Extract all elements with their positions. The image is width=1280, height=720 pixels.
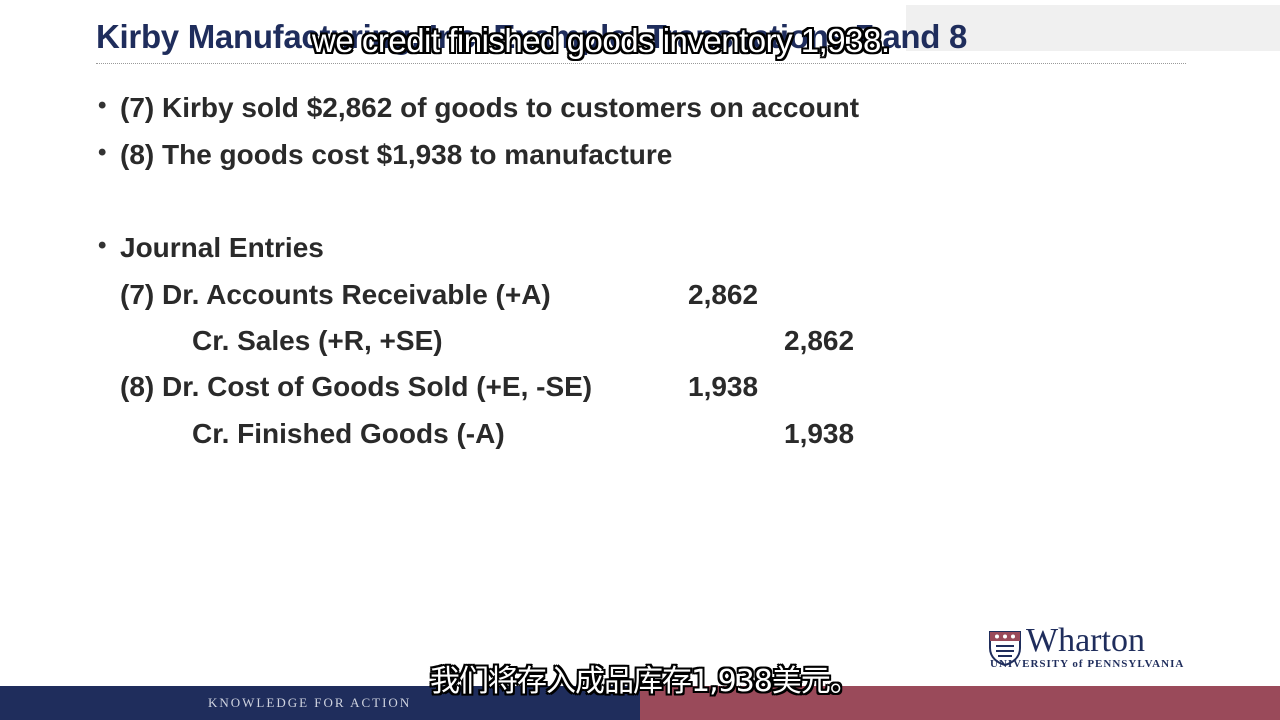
footer-bar-left	[0, 686, 640, 720]
entry-8-debit-account: (8) Dr. Cost of Goods Sold (+E, -SE)	[120, 371, 593, 402]
bullet-transaction-8: • (8) The goods cost $1,938 to manufactu…	[98, 139, 673, 171]
entry-7-debit-amount: 2,862	[688, 279, 759, 310]
bullet-text: (7) Kirby sold $2,862 of goods to custom…	[120, 92, 860, 123]
bullet-dot-icon: •	[98, 139, 107, 166]
footer-tagline: KNOWLEDGE FOR ACTION	[208, 695, 412, 710]
entry-7-debit-account: (7) Dr. Accounts Receivable (+A)	[120, 279, 551, 310]
footer-bar-right	[640, 686, 1280, 720]
entry-8-credit-amount: 1,938	[784, 418, 855, 449]
slide-title: Kirby Manufacturing, Inc. Example: Trans…	[96, 18, 968, 55]
penn-shield-icon	[989, 631, 1021, 666]
title-divider	[96, 63, 1186, 64]
journal-entries-heading: • Journal Entries	[98, 232, 324, 264]
subtitle-chinese: 我们将存入成品库存1,938美元。	[430, 664, 860, 699]
university-wordmark: UNIVERSITY of PENNSYLVANIA	[990, 658, 1185, 670]
top-right-panel	[906, 5, 1280, 51]
bullet-text: (8) The goods cost $1,938 to manufacture	[120, 139, 673, 170]
entry-7-credit-amount: 2,862	[784, 325, 855, 356]
bullet-transaction-7: • (7) Kirby sold $2,862 of goods to cust…	[98, 92, 860, 124]
bullet-dot-icon: •	[98, 92, 107, 119]
bullet-dot-icon: •	[98, 232, 107, 259]
entry-8-credit-account: Cr. Finished Goods (-A)	[192, 418, 505, 449]
wharton-logo: Wharton UNIVERSITY of PENNSYLVANIA	[988, 622, 1193, 672]
wharton-wordmark: Wharton	[1026, 622, 1145, 659]
bullet-text: Journal Entries	[120, 232, 324, 263]
subtitle-english: we credit finished goods inventory 1,938…	[312, 22, 890, 59]
entry-7-credit-account: Cr. Sales (+R, +SE)	[192, 325, 443, 356]
entry-8-debit-amount: 1,938	[688, 371, 759, 402]
